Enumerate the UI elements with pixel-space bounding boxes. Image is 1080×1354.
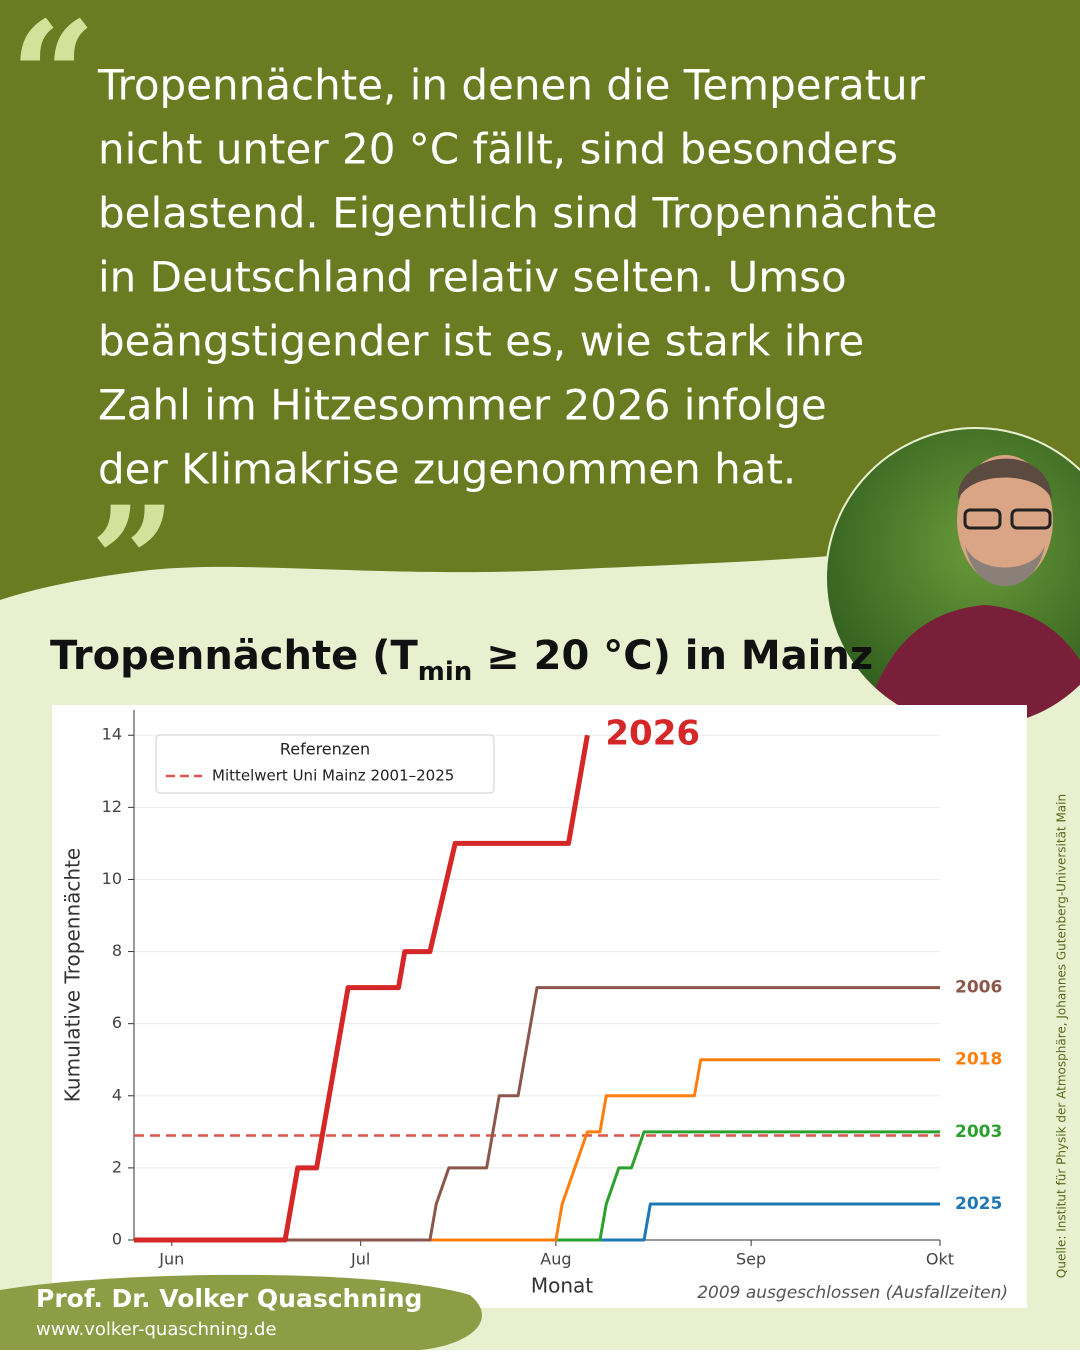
chart-panel	[52, 705, 1027, 1308]
series-label: 2025	[955, 1194, 1002, 1214]
x-tick-label: Jun	[158, 1250, 184, 1269]
quote-line: nicht unter 20 °C fällt, sind besonders	[98, 125, 898, 174]
y-tick-label: 2	[112, 1157, 122, 1176]
chart-title: Tropennächte (Tmin ≥ 20 °C) in Mainz	[50, 633, 873, 687]
author-name: Prof. Dr. Volker Quaschning	[36, 1284, 422, 1313]
note: 2009 ausgeschlossen (Ausfallzeiten)	[697, 1283, 1008, 1303]
close-quote: ”	[90, 474, 176, 650]
series-label: 2018	[955, 1050, 1002, 1070]
x-tick-label: Jul	[350, 1250, 370, 1269]
quote-line: in Deutschland relativ selten. Umso	[98, 253, 847, 302]
quote-line: Zahl im Hitzesommer 2026 infolge	[98, 381, 827, 430]
author-url: www.volker-quaschning.de	[36, 1319, 277, 1340]
author-badge	[0, 1274, 482, 1350]
series-line	[134, 1058, 940, 1242]
quote-line: Tropennächte, in denen die Temperatur	[97, 61, 926, 110]
y-tick-label: 12	[102, 797, 122, 816]
chart: 0 2 4 6 8 10 12 14 Jun Jul Aug Sep Okt Kumulative Tro…	[61, 710, 1008, 1303]
y-tick-label: 0	[112, 1230, 122, 1249]
x-tick-label: Aug	[540, 1250, 571, 1269]
series-line	[134, 1130, 940, 1242]
quote-line: belastend. Eigentlich sind Tropennächte	[98, 189, 937, 238]
series-label: 2006	[955, 978, 1002, 998]
legend-title: Referenzen	[280, 740, 370, 759]
title-sub: min	[418, 657, 473, 687]
quote-line: der Klimakrise zugenommen hat.	[98, 445, 796, 494]
title-end: ≥ 20 °C) in Mainz	[472, 633, 873, 679]
legend-label: Mittelwert Uni Mainz 2001–2025	[212, 767, 454, 785]
y-tick-label: 4	[112, 1085, 122, 1104]
quote-panel	[0, 0, 1080, 600]
series-line	[134, 986, 940, 1242]
x-tick-label: Sep	[736, 1250, 766, 1269]
title-main: Tropennächte (T	[50, 633, 418, 679]
quote-text: Tropennächte, in denen die Temperatur nic…	[97, 61, 937, 494]
y-tick-label: 6	[112, 1013, 122, 1032]
x-tick-label: Okt	[926, 1250, 954, 1269]
y-tick-label: 10	[102, 869, 122, 888]
open-quote: “	[10, 0, 96, 165]
y-tick-label: 8	[112, 941, 122, 960]
y-axis-label: Kumulative Tropennächte	[61, 848, 85, 1102]
y-tick-label: 14	[102, 725, 122, 744]
x-axis-label: Monat	[531, 1274, 593, 1298]
series-label: 2003	[955, 1122, 1002, 1142]
series-label: 2026	[605, 714, 700, 754]
source: Quelle: Institut für Physik der Atmosphä…	[1055, 794, 1069, 1278]
legend-box	[155, 734, 495, 794]
series-line	[134, 734, 590, 1243]
quote-line: beängstigender ist es, wie stark ihre	[98, 317, 864, 366]
